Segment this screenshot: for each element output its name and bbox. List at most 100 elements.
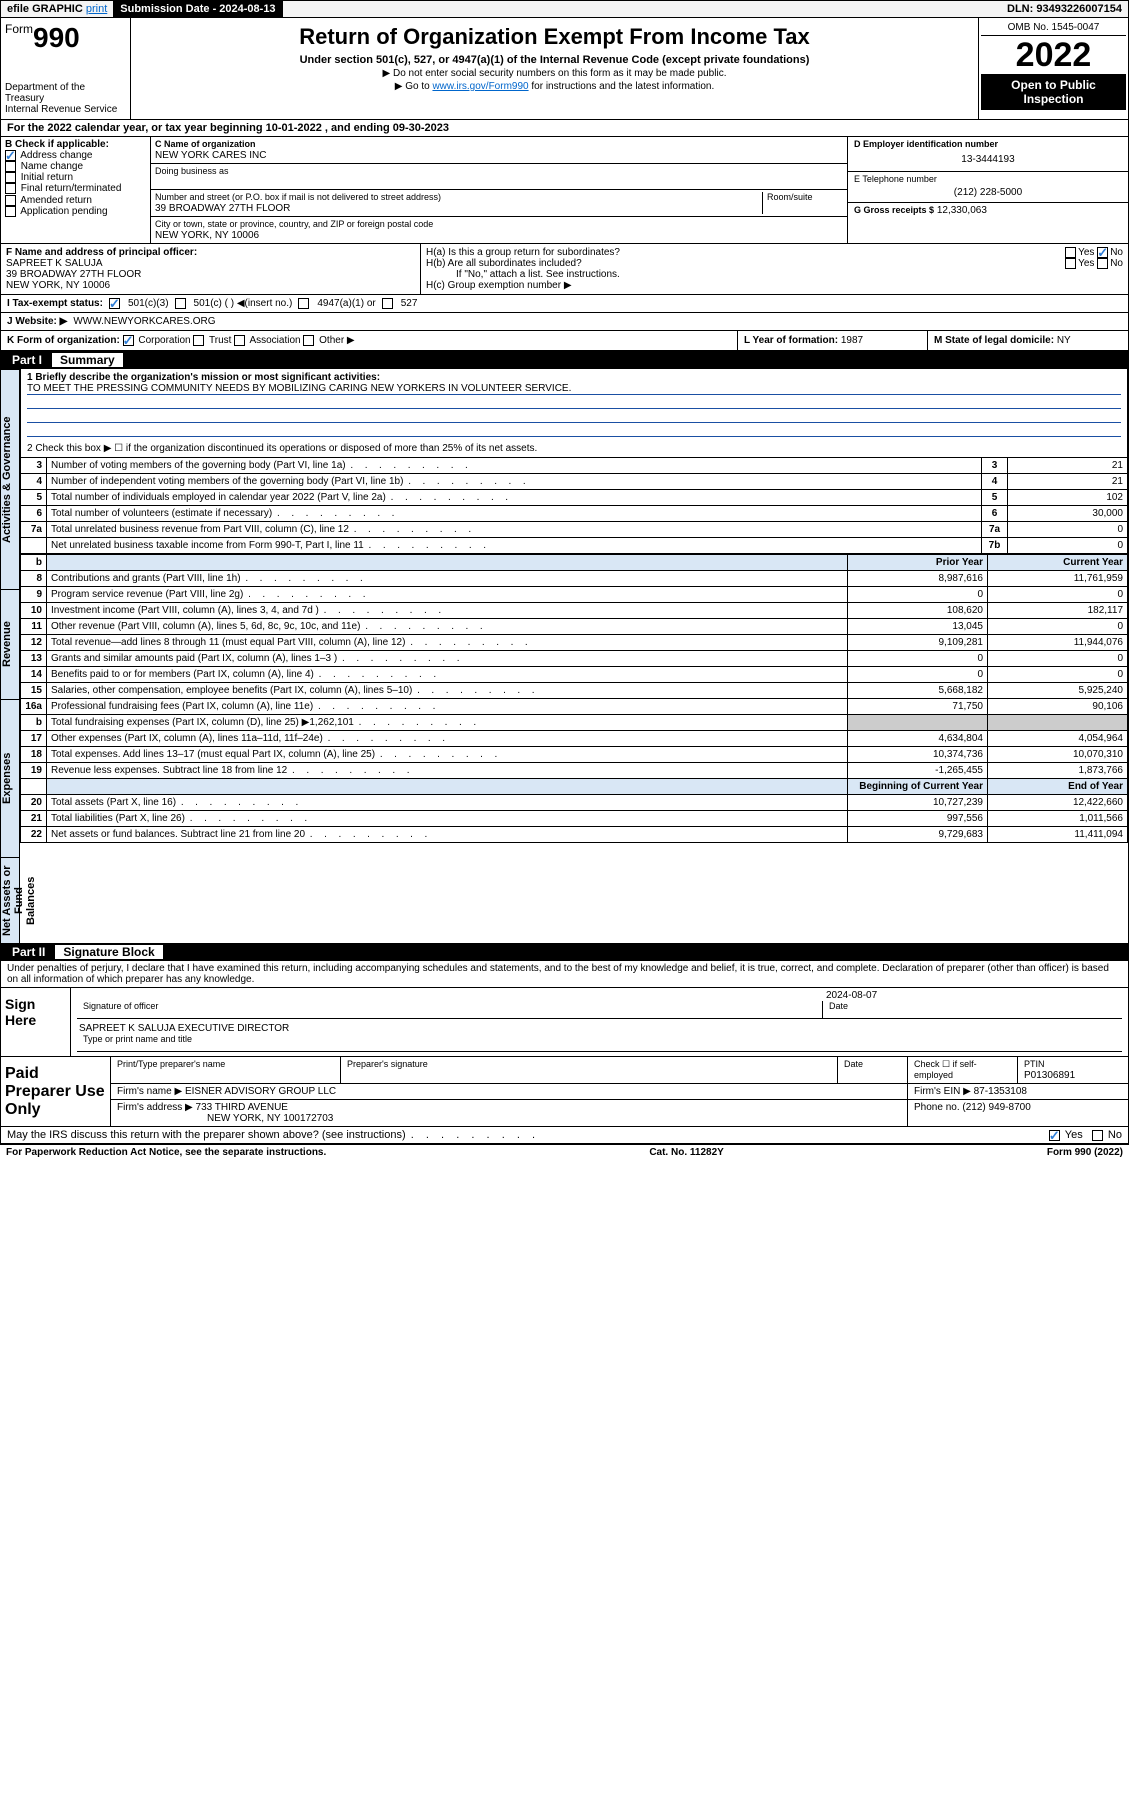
section-b-to-g: B Check if applicable: Address change Na… bbox=[0, 137, 1129, 244]
gross-receipts-label: G Gross receipts $ bbox=[854, 205, 934, 215]
omb-number: OMB No. 1545-0047 bbox=[981, 20, 1126, 36]
table-row: bTotal fundraising expenses (Part IX, co… bbox=[21, 715, 1128, 731]
opt-501c3: 501(c)(3) bbox=[128, 298, 169, 309]
box-b-item[interactable]: Address change bbox=[5, 150, 146, 161]
table-row: 17Other expenses (Part IX, column (A), l… bbox=[21, 731, 1128, 747]
mission-text: TO MEET THE PRESSING COMMUNITY NEEDS BY … bbox=[27, 383, 1121, 395]
efile-label: efile GRAPHIC print bbox=[1, 1, 114, 17]
sig-officer-label: Signature of officer bbox=[77, 1001, 822, 1018]
firm-ein: 87-1353108 bbox=[974, 1086, 1027, 1097]
firm-phone: (212) 949-8700 bbox=[962, 1102, 1030, 1113]
line-a: For the 2022 calendar year, or tax year … bbox=[0, 120, 1129, 137]
table-row: 4Number of independent voting members of… bbox=[21, 474, 1128, 490]
box-b-item[interactable]: Final return/terminated bbox=[5, 183, 146, 194]
box-b-item[interactable]: Application pending bbox=[5, 206, 146, 217]
box-b-item[interactable]: Name change bbox=[5, 161, 146, 172]
dln-label: DLN: 93493226007154 bbox=[1001, 1, 1128, 17]
officer-label: F Name and address of principal officer: bbox=[6, 247, 197, 258]
table-row: 10Investment income (Part VIII, column (… bbox=[21, 603, 1128, 619]
opt-501c: 501(c) ( ) ◀(insert no.) bbox=[194, 298, 293, 309]
street-address: 39 BROADWAY 27TH FLOOR bbox=[155, 203, 290, 214]
print-link[interactable]: print bbox=[86, 3, 107, 15]
chk-other[interactable] bbox=[303, 335, 314, 346]
table-row: 3Number of voting members of the governi… bbox=[21, 458, 1128, 474]
vbar-netassets: Net Assets or Fund Balances bbox=[0, 857, 20, 943]
box-b-item[interactable]: Initial return bbox=[5, 172, 146, 183]
vbar-revenue: Revenue bbox=[0, 589, 20, 699]
table-row: 18Total expenses. Add lines 13–17 (must … bbox=[21, 747, 1128, 763]
hc-label: H(c) Group exemption number ▶ bbox=[426, 280, 1123, 291]
irs-link[interactable]: www.irs.gov/Form990 bbox=[432, 81, 528, 92]
city-state-zip: NEW YORK, NY 10006 bbox=[155, 230, 259, 241]
row-j: J Website: ▶ WWW.NEWYORKCARES.ORG bbox=[0, 313, 1129, 331]
prep-date-label: Date bbox=[844, 1059, 863, 1069]
org-name-label: C Name of organization bbox=[155, 139, 256, 149]
box-b-item[interactable]: Amended return bbox=[5, 195, 146, 206]
state-domicile: NY bbox=[1057, 335, 1071, 346]
addr-label: Number and street (or P.O. box if mail i… bbox=[155, 192, 441, 202]
firm-ein-label: Firm's EIN ▶ bbox=[914, 1086, 971, 1097]
part2-title: Signature Block bbox=[55, 945, 162, 959]
box-c: C Name of organizationNEW YORK CARES INC… bbox=[151, 137, 848, 243]
end-year-hdr: End of Year bbox=[988, 779, 1128, 795]
table-row: 21Total liabilities (Part X, line 26)997… bbox=[21, 811, 1128, 827]
firm-addr2: NEW YORK, NY 100172703 bbox=[207, 1113, 333, 1124]
officer-addr2: NEW YORK, NY 10006 bbox=[6, 280, 110, 291]
ha-yesno: Yes No bbox=[1065, 247, 1123, 258]
sign-here-label: Sign Here bbox=[1, 988, 71, 1056]
ha-label: H(a) Is this a group return for subordin… bbox=[426, 247, 620, 258]
submission-date-button[interactable]: Submission Date - 2024-08-13 bbox=[114, 1, 282, 17]
signature-block: Sign Here 2024-08-07 Signature of office… bbox=[0, 988, 1129, 1127]
part2-num: Part II bbox=[6, 945, 51, 959]
paid-preparer-label: Paid Preparer Use Only bbox=[1, 1057, 111, 1126]
city-label: City or town, state or province, country… bbox=[155, 219, 433, 229]
opt-527: 527 bbox=[401, 298, 418, 309]
chk-527[interactable] bbox=[382, 298, 393, 309]
table-row: 11Other revenue (Part VIII, column (A), … bbox=[21, 619, 1128, 635]
irs-label: Internal Revenue Service bbox=[5, 104, 126, 115]
phone-value: (212) 228-5000 bbox=[854, 185, 1122, 200]
chk-501c3[interactable] bbox=[109, 298, 120, 309]
row-m: M State of legal domicile: NY bbox=[928, 331, 1128, 350]
formorg-label: K Form of organization: bbox=[7, 335, 120, 346]
chk-4947[interactable] bbox=[298, 298, 309, 309]
table-row: 19Revenue less expenses. Subtract line 1… bbox=[21, 763, 1128, 779]
part1-body: Activities & Governance Revenue Expenses… bbox=[0, 369, 1129, 943]
table-row: 22Net assets or fund balances. Subtract … bbox=[21, 827, 1128, 843]
balances-table: Beginning of Current YearEnd of Year 20T… bbox=[20, 779, 1128, 843]
note-goto: ▶ Go to www.irs.gov/Form990 for instruct… bbox=[135, 81, 974, 92]
chk-assoc[interactable] bbox=[234, 335, 245, 346]
ptin-value: P01306891 bbox=[1024, 1070, 1075, 1081]
box-f: F Name and address of principal officer:… bbox=[1, 244, 421, 294]
firm-name-label: Firm's name ▶ bbox=[117, 1086, 182, 1097]
beg-year-hdr: Beginning of Current Year bbox=[848, 779, 988, 795]
tax-year: 2022 bbox=[981, 36, 1126, 74]
may-irs-yesno: Yes No bbox=[1049, 1129, 1122, 1141]
form-title: Return of Organization Exempt From Incom… bbox=[135, 24, 974, 50]
firm-addr-label: Firm's address ▶ bbox=[117, 1102, 193, 1113]
revenue-table: bPrior YearCurrent Year 8Contributions a… bbox=[20, 554, 1128, 651]
row-klm: K Form of organization: Corporation Trus… bbox=[0, 331, 1129, 351]
firm-name: EISNER ADVISORY GROUP LLC bbox=[185, 1086, 336, 1097]
ptin-label: PTIN bbox=[1024, 1059, 1045, 1069]
header-right: OMB No. 1545-0047 2022 Open to Public In… bbox=[978, 18, 1128, 119]
org-name: NEW YORK CARES INC bbox=[155, 150, 267, 161]
table-row: 13Grants and similar amounts paid (Part … bbox=[21, 651, 1128, 667]
part2-header: Part II Signature Block bbox=[0, 943, 1129, 961]
chk-trust[interactable] bbox=[193, 335, 204, 346]
phone-label: E Telephone number bbox=[854, 174, 937, 184]
current-year-hdr: Current Year bbox=[988, 555, 1128, 571]
form-number: 990 bbox=[33, 22, 80, 53]
year-formation: 1987 bbox=[841, 335, 863, 346]
chk-corp[interactable] bbox=[123, 335, 134, 346]
prep-check-label: Check ☐ if self-employed bbox=[914, 1059, 977, 1080]
form-word: Form bbox=[5, 22, 33, 36]
governance-table: 3Number of voting members of the governi… bbox=[20, 458, 1128, 554]
sig-date-value: 2024-08-07 bbox=[826, 990, 1126, 1001]
note-ssn: ▶ Do not enter social security numbers o… bbox=[135, 68, 974, 79]
mission-block: 1 Briefly describe the organization's mi… bbox=[20, 369, 1128, 458]
expenses-table: 13Grants and similar amounts paid (Part … bbox=[20, 651, 1128, 779]
chk-501c[interactable] bbox=[175, 298, 186, 309]
hb-note: If "No," attach a list. See instructions… bbox=[426, 269, 1123, 280]
part1-num: Part I bbox=[6, 353, 48, 367]
